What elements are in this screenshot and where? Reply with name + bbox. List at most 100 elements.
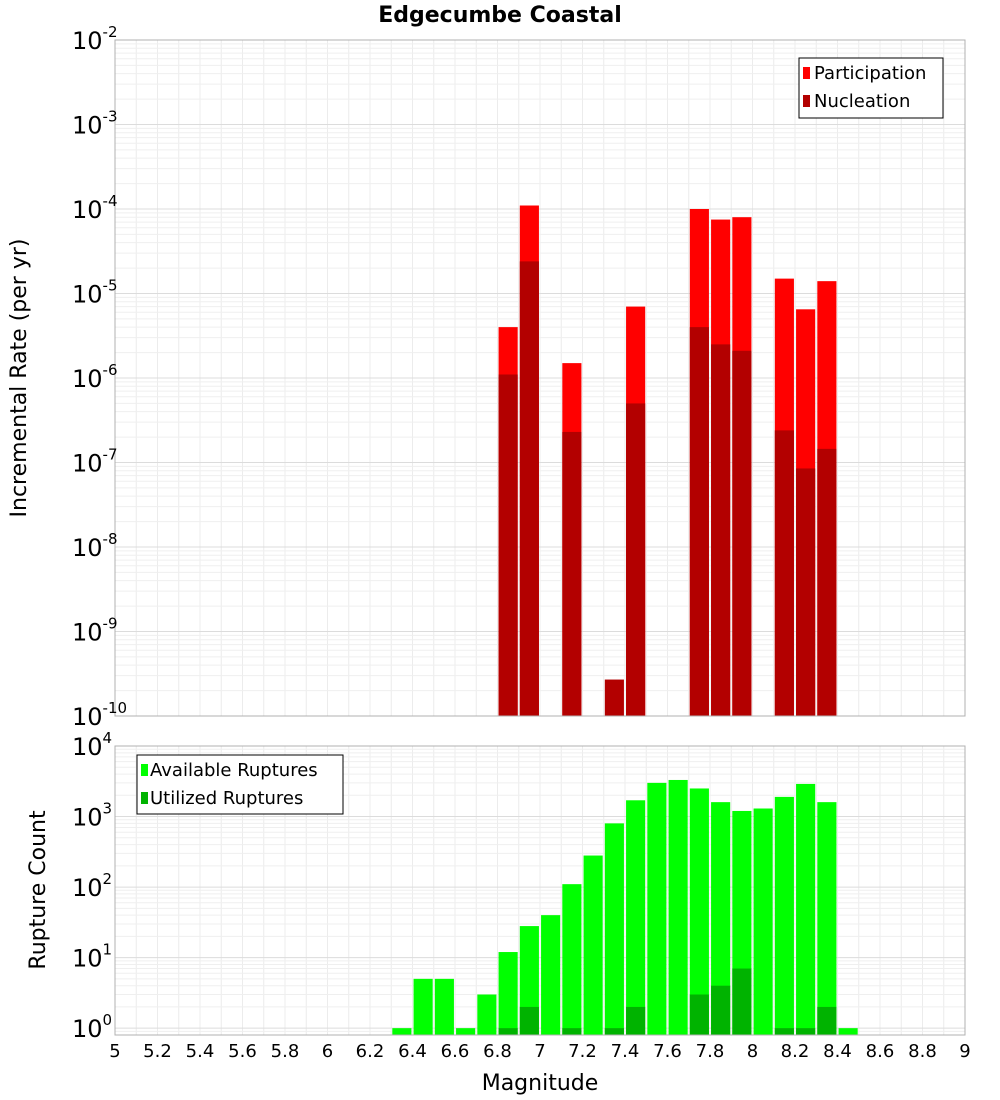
bar-available-ruptures <box>477 994 497 1035</box>
bar-available-ruptures <box>753 808 773 1035</box>
x-tick-label: 7.2 <box>568 1041 597 1062</box>
legend-swatch-nucleation <box>803 95 810 107</box>
bar-available-ruptures <box>413 978 433 1035</box>
bar-available-ruptures <box>774 796 794 1035</box>
bottom-legend-box <box>136 754 344 815</box>
x-tick-label: 8.8 <box>908 1041 937 1062</box>
x-tick-label: 8.4 <box>823 1041 852 1062</box>
legend-swatch-participation <box>803 67 810 79</box>
x-tick-label: 9 <box>959 1041 970 1062</box>
top-y-tick-label: 10-7 <box>72 446 118 478</box>
bar-utilized-ruptures <box>626 1006 646 1035</box>
bar-available-ruptures <box>498 952 518 1035</box>
x-tick-label: 7.4 <box>611 1041 640 1062</box>
bar-available-ruptures <box>711 802 731 1035</box>
legend-label-available-ruptures: Available Ruptures <box>150 760 318 781</box>
x-tick-label: 8.2 <box>781 1041 810 1062</box>
bar-utilized-ruptures <box>774 1028 794 1035</box>
x-tick-labels: 5 5.2 5.4 5.6 5.8 6 6.2 6.4 6.6 6.8 7 7.2 7.4 7.6 7.8 8… <box>109 1041 970 1062</box>
x-tick-label: 5.6 <box>228 1041 257 1062</box>
bar-available-ruptures <box>604 823 624 1035</box>
bar-utilized-ruptures <box>562 1028 582 1035</box>
bottom-y-tick-label: 101 <box>72 941 112 973</box>
bar-available-ruptures <box>668 779 688 1035</box>
top-y-tick-label: 10-8 <box>72 530 118 562</box>
top-legend-box <box>798 57 944 119</box>
bottom-y-tick-label: 100 <box>72 1011 112 1043</box>
top-y-tick-label: 10-4 <box>72 192 118 224</box>
bar-utilized-ruptures <box>817 1006 837 1035</box>
x-tick-label: 6.4 <box>398 1041 427 1062</box>
bar-utilized-ruptures <box>689 994 709 1035</box>
bottom-y-axis-label: Rupture Count <box>26 810 51 970</box>
bottom-y-tick-label: 102 <box>72 870 112 902</box>
top-bars <box>498 205 837 717</box>
bar-nucleation <box>604 679 624 716</box>
bar-utilized-ruptures <box>519 1006 539 1035</box>
x-tick-label: 8.6 <box>866 1041 895 1062</box>
bar-available-ruptures <box>583 855 603 1035</box>
x-tick-label: 6 <box>322 1041 333 1062</box>
top-y-tick-label: 10-6 <box>72 361 118 393</box>
legend-label-nucleation: Nucleation <box>814 91 910 112</box>
top-grid <box>114 39 966 717</box>
bar-available-ruptures <box>456 1028 476 1035</box>
bottom-legend: Available Ruptures Utilized Ruptures <box>136 754 344 815</box>
bottom-plot-frame <box>114 745 966 1036</box>
bottom-y-tick-label: 104 <box>72 729 112 761</box>
bottom-grid <box>114 745 966 1036</box>
top-y-tick-label: 10-5 <box>72 277 118 309</box>
bar-utilized-ruptures <box>711 985 731 1035</box>
bar-utilized-ruptures <box>732 968 752 1035</box>
top-y-tick-label: 10-9 <box>72 615 118 647</box>
top-legend: Participation Nucleation <box>798 57 944 119</box>
x-tick-label: 5.2 <box>143 1041 172 1062</box>
legend-label-utilized-ruptures: Utilized Ruptures <box>150 788 303 809</box>
bar-available-ruptures <box>647 782 667 1035</box>
bar-utilized-ruptures <box>498 1028 518 1035</box>
legend-label-participation: Participation <box>814 63 926 84</box>
bar-utilized-ruptures <box>604 1028 624 1035</box>
x-axis-label: Magnitude <box>482 1071 599 1096</box>
bar-nucleation <box>817 448 837 716</box>
bar-available-ruptures <box>817 802 837 1035</box>
bar-available-ruptures <box>689 788 709 1035</box>
top-y-tick-label: 10-2 <box>72 23 118 55</box>
bar-nucleation <box>626 403 646 716</box>
top-y-tick-labels: 10-10 10-9 10-8 10-7 10-6 10-5 10-4 10-3 10-2 <box>72 23 127 731</box>
bar-available-ruptures <box>626 800 646 1035</box>
bar-nucleation <box>732 350 752 716</box>
x-tick-label: 5 <box>109 1041 120 1062</box>
bar-available-ruptures <box>434 978 454 1035</box>
bottom-y-tick-label: 103 <box>72 800 112 832</box>
bottom-y-tick-labels: 100 101 102 103 104 <box>72 729 112 1043</box>
bottom-bars <box>392 779 858 1035</box>
bar-available-ruptures <box>796 783 816 1035</box>
legend-swatch-available-ruptures <box>141 764 148 776</box>
x-tick-label: 7.8 <box>696 1041 725 1062</box>
bar-nucleation <box>774 430 794 716</box>
x-tick-label: 6.8 <box>483 1041 512 1062</box>
bar-nucleation <box>498 374 518 716</box>
top-y-tick-label: 10-3 <box>72 108 118 140</box>
top-y-tick-label: 10-10 <box>72 699 127 731</box>
top-plot-frame <box>114 39 966 717</box>
x-tick-label: 5.4 <box>186 1041 215 1062</box>
rupture-count-panel: 100 101 102 103 104 Rupture Count Available … <box>26 729 966 1043</box>
bar-nucleation <box>519 261 539 716</box>
x-tick-label: 8 <box>747 1041 758 1062</box>
bar-available-ruptures <box>392 1028 412 1035</box>
legend-swatch-utilized-ruptures <box>141 792 148 804</box>
bar-utilized-ruptures <box>796 1028 816 1035</box>
bar-available-ruptures <box>838 1028 858 1035</box>
x-tick-label: 7 <box>534 1041 545 1062</box>
x-tick-label: 7.6 <box>653 1041 682 1062</box>
x-tick-label: 5.8 <box>271 1041 300 1062</box>
x-tick-label: 6.6 <box>441 1041 470 1062</box>
bar-nucleation <box>562 431 582 716</box>
bar-nucleation <box>689 327 709 716</box>
bar-available-ruptures <box>541 915 561 1035</box>
x-tick-label: 6.2 <box>356 1041 385 1062</box>
chart-title: Edgecumbe Coastal <box>378 3 622 28</box>
